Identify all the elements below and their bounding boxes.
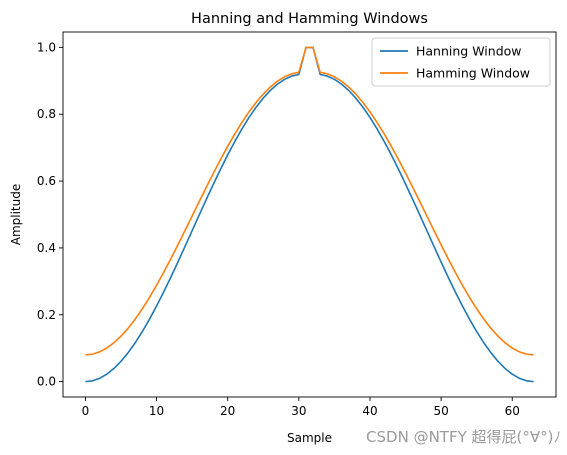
x-tick-label: 10 <box>149 404 164 418</box>
x-tick-label: 0 <box>82 404 90 418</box>
y-tick-label: 0.6 <box>37 174 56 188</box>
y-tick-label: 0.0 <box>37 375 56 389</box>
plot-area <box>62 31 557 398</box>
series-line <box>85 46 534 356</box>
series-layer <box>85 46 534 383</box>
x-tick-label: 30 <box>291 404 306 418</box>
y-axis: 0.0 0.2 0.4 0.6 0.8 1.0 <box>37 40 63 389</box>
y-tick-label: 0.8 <box>37 107 56 121</box>
y-tick-label: 0.2 <box>37 308 56 322</box>
x-axis-label: Sample <box>287 431 332 445</box>
legend: Hanning Window Hamming Window <box>371 37 551 87</box>
legend-box <box>371 37 551 87</box>
watermark-text: CSDN @NTFY 超得屁(°∀°)ﾉ <box>366 428 561 446</box>
x-tick-label: 40 <box>362 404 377 418</box>
chart-title: Hanning and Hamming Windows <box>191 11 428 27</box>
x-tick-label: 60 <box>505 404 520 418</box>
y-tick-label: 1.0 <box>37 40 56 54</box>
legend-label: Hanning Window <box>416 44 522 59</box>
legend-label: Hamming Window <box>416 66 530 81</box>
x-tick-label: 50 <box>433 404 448 418</box>
y-tick-label: 0.4 <box>37 241 56 255</box>
x-axis: 0 10 20 30 40 50 60 <box>82 397 520 418</box>
x-tick-label: 20 <box>220 404 235 418</box>
y-axis-label: Amplitude <box>9 184 23 246</box>
